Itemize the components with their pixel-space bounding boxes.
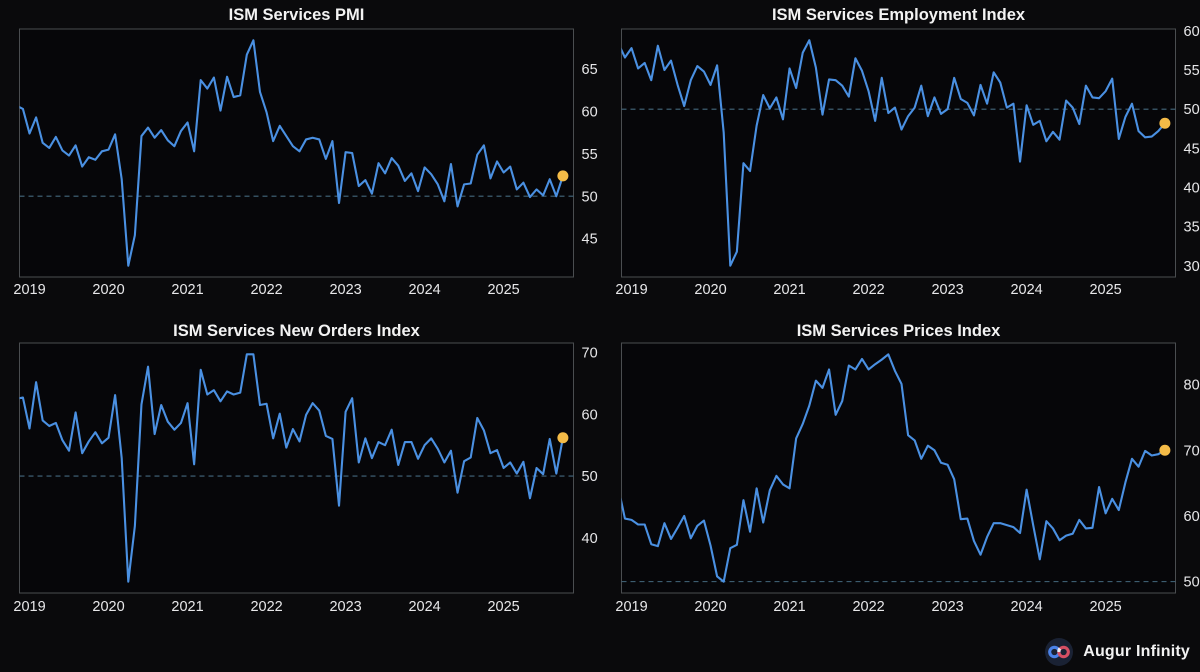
- plot-frame: [19, 342, 574, 594]
- x-tick-label: 2023: [931, 282, 963, 298]
- y-tick-label: 55: [582, 147, 598, 163]
- x-tick-label: 2020: [92, 282, 124, 298]
- x-tick-label: 2025: [487, 282, 519, 298]
- x-tick-label: 2022: [852, 282, 884, 298]
- x-tick-label: 2019: [13, 282, 45, 298]
- y-tick-label: 60: [582, 407, 598, 423]
- x-tick-label: 2024: [1010, 282, 1042, 298]
- x-tick-label: 2019: [615, 282, 647, 298]
- y-tick-label: 60: [1184, 509, 1200, 525]
- y-tick-label: 35: [1184, 220, 1200, 236]
- x-tick-label: 2021: [773, 282, 805, 298]
- x-tick-label: 2025: [1089, 599, 1121, 615]
- chart-title: ISM Services Prices Index: [797, 322, 1001, 340]
- y-tick-label: 70: [1184, 443, 1200, 459]
- x-tick-label: 2024: [408, 282, 440, 298]
- chart-ism-services-pmi: ISM Services PMI 45 50 55 60 65 2019 2020 2021 2…: [13, 6, 597, 298]
- x-tick-label: 2025: [487, 599, 519, 615]
- y-tick-label: 40: [582, 531, 598, 547]
- chart-ism-services-prices: ISM Services Prices Index 50 60 70 80 2019 20…: [615, 322, 1199, 615]
- x-tick-label: 2024: [408, 599, 440, 615]
- x-tick-label: 2022: [250, 282, 282, 298]
- y-tick-label: 50: [1184, 102, 1200, 118]
- x-tick-label: 2024: [1010, 599, 1042, 615]
- series-line: [19, 39, 564, 267]
- y-tick-label: 65: [582, 62, 598, 78]
- y-tick-label: 70: [582, 346, 598, 362]
- brand-footer: Augur Infinity: [1044, 637, 1190, 667]
- series-line: [19, 353, 564, 583]
- plot-frame: [19, 28, 574, 278]
- y-tick-label: 50: [582, 189, 598, 205]
- plot-frame: [621, 342, 1176, 594]
- series-line: [621, 39, 1166, 267]
- x-tick-label: 2023: [329, 282, 361, 298]
- y-tick-label: 50: [582, 469, 598, 485]
- brand-name: Augur Infinity: [1083, 643, 1190, 660]
- x-tick-label: 2019: [13, 599, 45, 615]
- x-tick-label: 2019: [615, 599, 647, 615]
- series-line: [621, 353, 1166, 583]
- chart-title: ISM Services PMI: [229, 6, 365, 24]
- x-tick-label: 2023: [329, 599, 361, 615]
- x-tick-label: 2023: [931, 599, 963, 615]
- chart-ism-services-employment: ISM Services Employment Index 30 35 40 45 50…: [615, 6, 1199, 298]
- y-tick-label: 60: [582, 105, 598, 121]
- y-tick-label: 80: [1184, 378, 1200, 394]
- chart-ism-services-new-orders: ISM Services New Orders Index 40 50 60 70 20…: [13, 322, 597, 615]
- x-tick-label: 2020: [694, 282, 726, 298]
- x-tick-label: 2020: [694, 599, 726, 615]
- augur-infinity-logo-icon: [1045, 638, 1074, 666]
- y-tick-label: 60: [1184, 24, 1200, 40]
- y-tick-label: 30: [1184, 259, 1200, 275]
- y-tick-label: 55: [1184, 63, 1200, 79]
- latest-point-marker: [557, 432, 569, 444]
- x-tick-label: 2021: [171, 599, 203, 615]
- x-tick-label: 2025: [1089, 282, 1121, 298]
- y-tick-label: 45: [582, 232, 598, 248]
- y-tick-label: 45: [1184, 141, 1200, 157]
- latest-point-marker: [557, 170, 569, 182]
- plot-frame: [621, 28, 1176, 278]
- x-tick-label: 2020: [92, 599, 124, 615]
- y-tick-label: 40: [1184, 181, 1200, 197]
- chart-title: ISM Services New Orders Index: [173, 322, 421, 340]
- x-tick-label: 2021: [773, 599, 805, 615]
- x-tick-label: 2021: [171, 282, 203, 298]
- y-tick-label: 50: [1184, 575, 1200, 591]
- x-tick-label: 2022: [250, 599, 282, 615]
- chart-title: ISM Services Employment Index: [772, 6, 1026, 24]
- latest-point-marker: [1159, 444, 1171, 456]
- x-tick-label: 2022: [852, 599, 884, 615]
- latest-point-marker: [1159, 117, 1171, 129]
